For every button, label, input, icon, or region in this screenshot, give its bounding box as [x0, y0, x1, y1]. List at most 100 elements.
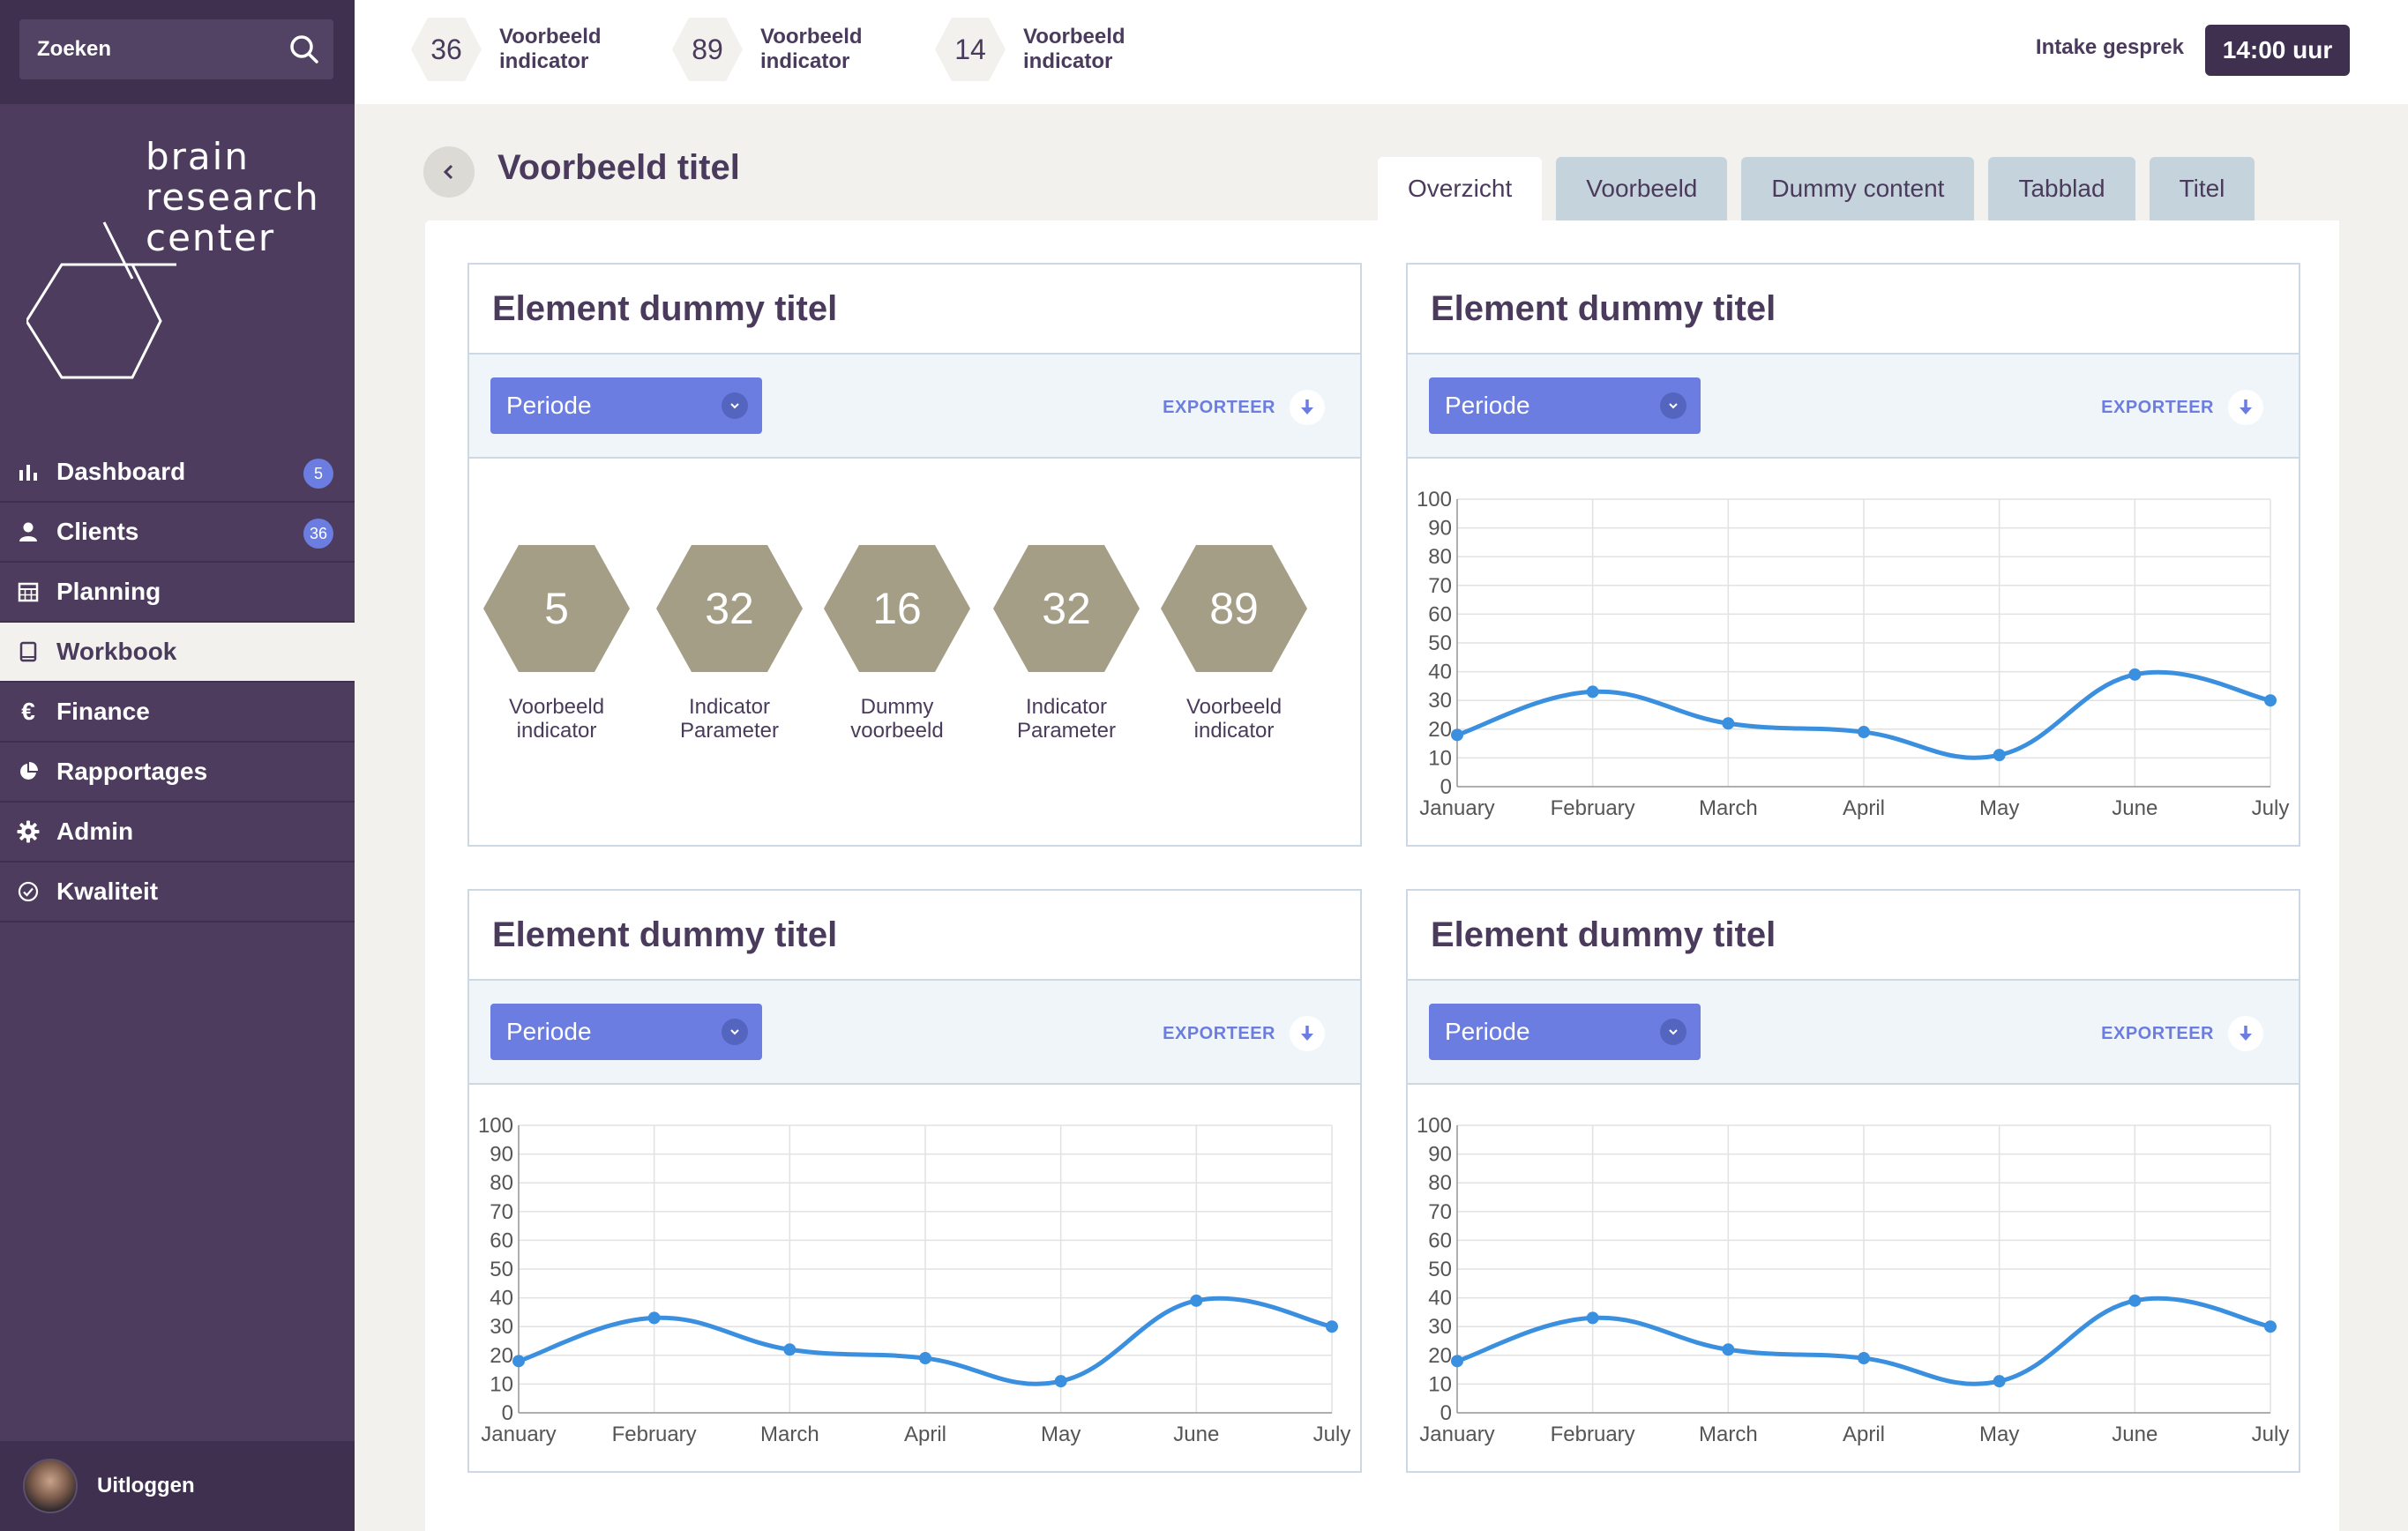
export-button[interactable]: EXPORTEER	[2101, 1016, 2263, 1051]
card-title: Element dummy titel	[469, 891, 1360, 981]
export-label: EXPORTEER	[2101, 1023, 2214, 1043]
count-badge: 36	[303, 519, 333, 549]
download-icon	[2228, 1016, 2263, 1051]
y-tick-label: 40	[490, 1287, 513, 1311]
period-select[interactable]: Periode	[1429, 377, 1701, 434]
export-button[interactable]: EXPORTEER	[1163, 390, 1325, 425]
period-select[interactable]: Periode	[1429, 1004, 1701, 1060]
hexagon-value: 89	[1209, 584, 1259, 633]
tab-voorbeeld[interactable]: Voorbeeld	[1556, 157, 1728, 220]
x-tick-label: February	[612, 1423, 697, 1446]
period-select[interactable]: Periode	[490, 377, 762, 434]
sidebar-item-label: Planning	[56, 578, 161, 605]
tab-dummy-content[interactable]: Dummy content	[1741, 157, 1975, 220]
period-select[interactable]: Periode	[490, 1004, 762, 1060]
export-button[interactable]: EXPORTEER	[2101, 390, 2263, 425]
download-icon	[1290, 390, 1325, 425]
indicator-label: Voorbeeld indicator	[1023, 25, 1125, 73]
data-point	[1054, 1375, 1067, 1388]
gear-icon	[16, 819, 41, 844]
y-tick-label: 90	[490, 1143, 513, 1167]
chevron-down-icon	[722, 1019, 748, 1045]
chevron-down-icon	[722, 392, 748, 419]
export-label: EXPORTEER	[1163, 397, 1275, 417]
tab-tabblad[interactable]: Tabblad	[1988, 157, 2135, 220]
x-tick-label: February	[1551, 1423, 1635, 1446]
card-toolbar: Periode EXPORTEER	[1408, 355, 2299, 459]
check-circle-icon	[16, 879, 41, 904]
data-point	[1586, 1311, 1599, 1325]
x-tick-label: July	[2252, 1423, 2290, 1446]
y-tick-label: 50	[490, 1258, 513, 1281]
appointment-time-badge[interactable]: 14:00 uur	[2205, 25, 2350, 76]
main-panel: Element dummy titel Periode EXPORTEER 5 …	[425, 220, 2339, 1531]
logo-line-1: brain	[146, 135, 250, 178]
calendar-icon	[16, 579, 41, 604]
logo-hexagon-icon	[26, 221, 176, 379]
search-box[interactable]	[19, 19, 333, 79]
hexagon-value: 32	[1042, 584, 1091, 633]
y-tick-label: 20	[1428, 718, 1452, 742]
tab-overzicht[interactable]: Overzicht	[1378, 157, 1543, 220]
y-tick-label: 20	[1428, 1344, 1452, 1368]
period-select-value: Periode	[1445, 1018, 1530, 1045]
y-tick-label: 10	[1428, 746, 1452, 770]
y-tick-label: 60	[1428, 602, 1452, 626]
hexagon-label: Indicator Parameter	[1016, 695, 1117, 743]
pie-chart-icon	[16, 759, 41, 784]
hexagon-value: 5	[544, 584, 569, 633]
card-title: Element dummy titel	[1408, 891, 2299, 981]
logout-button[interactable]: Uitloggen	[0, 1441, 355, 1531]
sidebar-item-label: Admin	[56, 818, 134, 845]
dashboard-card: Element dummy titel Periode EXPORTEER 0 1…	[1406, 263, 2300, 847]
data-point	[2128, 1294, 2142, 1307]
x-tick-label: June	[1173, 1423, 1219, 1446]
sidebar-item-label: Kwaliteit	[56, 878, 159, 905]
period-select-value: Periode	[506, 392, 592, 419]
y-tick-label: 100	[478, 1114, 513, 1138]
top-indicator: 36 Voorbeeld indicator	[409, 16, 614, 83]
y-tick-label: 40	[1428, 1287, 1452, 1311]
sidebar-item-clients[interactable]: Clients 36	[0, 503, 355, 563]
sidebar-item-finance[interactable]: € Finance	[0, 683, 355, 743]
download-icon	[2228, 390, 2263, 425]
data-point	[1586, 685, 1599, 698]
hexagon-value: 32	[705, 584, 754, 633]
sidebar-item-kwaliteit[interactable]: Kwaliteit	[0, 863, 355, 922]
tab-titel[interactable]: Titel	[2149, 157, 2255, 220]
hexagon-label: Dummy voorbeeld	[850, 695, 944, 743]
hexagon-label: Voorbeeld indicator	[1185, 695, 1283, 743]
sidebar-item-admin[interactable]: Admin	[0, 803, 355, 863]
x-tick-label: June	[2112, 796, 2157, 820]
search-icon[interactable]	[288, 33, 321, 66]
sidebar-item-label: Rapportages	[56, 758, 208, 785]
sidebar-item-dashboard[interactable]: Dashboard 5	[0, 443, 355, 503]
data-point	[1326, 1320, 1338, 1333]
top-indicator: 89 Voorbeeld indicator	[670, 16, 875, 83]
indicator-label: Voorbeeld indicator	[760, 25, 863, 73]
card-title: Element dummy titel	[469, 265, 1360, 355]
y-tick-label: 20	[490, 1344, 513, 1368]
y-tick-label: 10	[1428, 1372, 1452, 1396]
card-body: 0 10 20 30 40 50 60 70 80 90 100 January February Mar…	[1408, 1085, 2299, 1469]
card-body: 0 10 20 30 40 50 60 70 80 90 100 January February Mar…	[1408, 459, 2299, 843]
export-label: EXPORTEER	[1163, 1023, 1275, 1043]
sidebar-item-planning[interactable]: Planning	[0, 563, 355, 623]
y-tick-label: 0	[1440, 1401, 1452, 1425]
back-button[interactable]	[423, 146, 475, 198]
sidebar-item-workbook[interactable]: Workbook	[0, 623, 355, 683]
x-tick-label: January	[1419, 1423, 1494, 1446]
indicator-hexagon-icon: 36	[409, 16, 483, 83]
y-tick-label: 80	[1428, 545, 1452, 569]
line-chart: 0 10 20 30 40 50 60 70 80 90 100 January February Mar…	[1417, 1114, 2290, 1446]
data-point	[783, 1343, 796, 1356]
data-point	[1722, 717, 1735, 730]
logo-text: brain research center	[146, 137, 320, 258]
y-tick-label: 100	[1417, 488, 1452, 512]
data-point	[1722, 1343, 1735, 1356]
download-icon	[1290, 1016, 1325, 1051]
y-tick-label: 30	[1428, 1315, 1452, 1339]
export-button[interactable]: EXPORTEER	[1163, 1016, 1325, 1051]
search-input[interactable]	[37, 19, 266, 79]
sidebar-item-rapportages[interactable]: Rapportages	[0, 743, 355, 803]
